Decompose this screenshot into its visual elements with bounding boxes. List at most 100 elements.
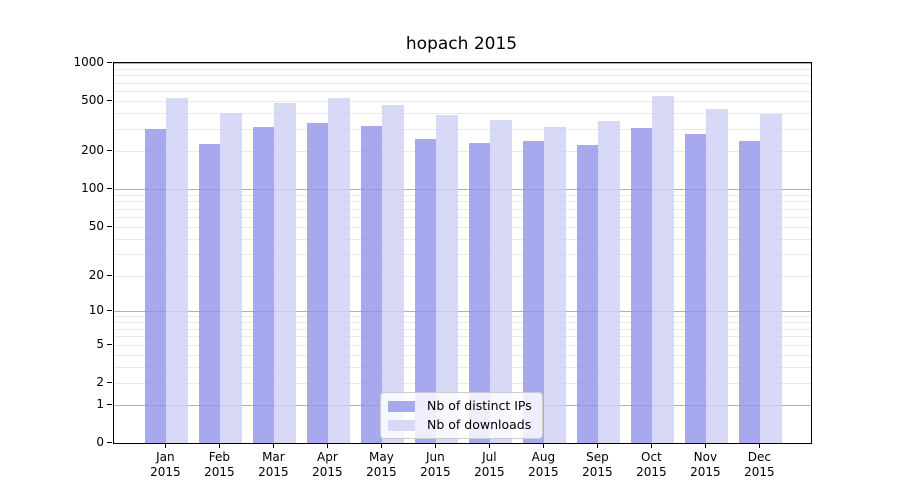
plot-area — [113, 62, 812, 444]
bar-distinct-ips-jan — [144, 129, 167, 443]
x-tick-label: Jan 2015 — [150, 450, 181, 479]
y-tick-label: 200 — [81, 143, 104, 158]
y-tick — [107, 62, 112, 64]
minor-gridline — [114, 316, 811, 318]
x-tick-label: Aug 2015 — [528, 450, 559, 479]
bar-distinct-ips-oct — [630, 127, 653, 443]
minor-gridline — [114, 344, 811, 346]
y-tick-label: 1 — [96, 396, 104, 411]
bar-downloads-jan — [166, 97, 189, 443]
minor-gridline — [114, 216, 811, 218]
legend: Nb of distinct IPs Nb of downloads — [380, 392, 543, 439]
y-tick-label: 50 — [88, 218, 104, 233]
x-tick — [435, 443, 437, 448]
minor-gridline — [114, 101, 811, 103]
x-tick — [597, 443, 599, 448]
y-tick — [107, 274, 112, 276]
bar-downloads-jul — [490, 119, 513, 443]
major-gridline — [114, 63, 811, 65]
bar-downloads-aug — [544, 126, 567, 443]
y-tick-label: 20 — [88, 267, 104, 282]
minor-gridline — [114, 208, 811, 210]
major-gridline — [114, 189, 811, 191]
bar-distinct-ips-may — [360, 125, 383, 443]
y-tick-label: 5 — [96, 336, 104, 351]
x-tick-label: May 2015 — [366, 450, 397, 479]
y-tick — [107, 150, 112, 152]
y-tick-label: 2 — [96, 374, 104, 389]
minor-gridline — [114, 336, 811, 337]
y-tick — [107, 225, 112, 227]
minor-gridline — [114, 82, 811, 84]
x-tick — [219, 443, 221, 448]
minor-gridline — [114, 366, 811, 368]
y-tick — [107, 442, 112, 443]
minor-gridline — [114, 354, 811, 356]
x-tick-label: Sep 2015 — [582, 450, 613, 479]
x-tick-label: Oct 2015 — [636, 450, 667, 479]
y-tick — [107, 188, 112, 190]
minor-gridline — [114, 322, 811, 324]
x-tick-label: Feb 2015 — [204, 450, 235, 479]
x-tick — [381, 443, 383, 448]
x-tick — [705, 443, 707, 448]
x-tick — [543, 443, 545, 448]
bar-downloads-may — [382, 105, 405, 443]
bar-distinct-ips-apr — [306, 123, 329, 443]
minor-gridline — [114, 91, 811, 93]
bar-downloads-sep — [598, 120, 621, 443]
x-tick — [273, 443, 275, 448]
y-tick-label: 500 — [81, 93, 104, 108]
x-tick — [327, 443, 329, 448]
bar-distinct-ips-dec — [738, 140, 761, 443]
minor-gridline — [114, 151, 811, 153]
minor-gridline — [114, 194, 811, 196]
bar-distinct-ips-feb — [198, 143, 221, 443]
minor-gridline — [114, 201, 811, 203]
legend-swatch-downloads — [388, 419, 415, 431]
x-tick-label: Jun 2015 — [420, 450, 451, 479]
major-gridline — [114, 311, 811, 313]
bar-distinct-ips-sep — [576, 145, 599, 443]
bar-distinct-ips-mar — [252, 127, 275, 443]
y-tick — [107, 343, 112, 345]
y-tick-label: 0 — [96, 435, 104, 449]
minor-gridline — [114, 238, 811, 240]
bar-distinct-ips-nov — [684, 133, 707, 443]
x-tick — [489, 443, 491, 448]
minor-gridline — [114, 129, 811, 131]
bar-distinct-ips-aug — [522, 140, 545, 443]
bar-downloads-dec — [760, 113, 783, 443]
legend-label-distinct-ips: Nb of distinct IPs — [427, 398, 532, 413]
x-tick — [651, 443, 653, 448]
y-tick-label: 1000 — [73, 55, 104, 70]
bar-distinct-ips-jun — [414, 139, 437, 443]
bar-downloads-feb — [220, 113, 243, 443]
x-tick — [165, 443, 167, 448]
legend-item-distinct-ips: Nb of distinct IPs — [388, 399, 532, 413]
legend-label-downloads: Nb of downloads — [427, 417, 532, 432]
bar-downloads-mar — [274, 102, 297, 443]
minor-gridline — [114, 113, 811, 115]
minor-gridline — [114, 75, 811, 77]
bar-downloads-oct — [652, 95, 675, 443]
minor-gridline — [114, 275, 811, 277]
bar-downloads-nov — [706, 109, 729, 443]
x-tick-label: Nov 2015 — [690, 450, 721, 479]
y-tick — [107, 381, 112, 383]
y-tick — [107, 100, 112, 102]
bar-downloads-apr — [328, 98, 351, 443]
minor-gridline — [114, 382, 811, 384]
minor-gridline — [114, 254, 811, 256]
minor-gridline — [114, 226, 811, 228]
legend-item-downloads: Nb of downloads — [388, 418, 532, 432]
legend-swatch-distinct-ips — [388, 400, 415, 412]
minor-gridline — [114, 328, 811, 330]
bar-distinct-ips-jul — [468, 142, 491, 443]
y-tick-label: 100 — [81, 181, 104, 196]
x-tick-label: Dec 2015 — [744, 450, 775, 479]
bar-downloads-jun — [436, 114, 459, 443]
x-tick-label: Apr 2015 — [312, 450, 343, 479]
y-tick — [107, 403, 112, 405]
